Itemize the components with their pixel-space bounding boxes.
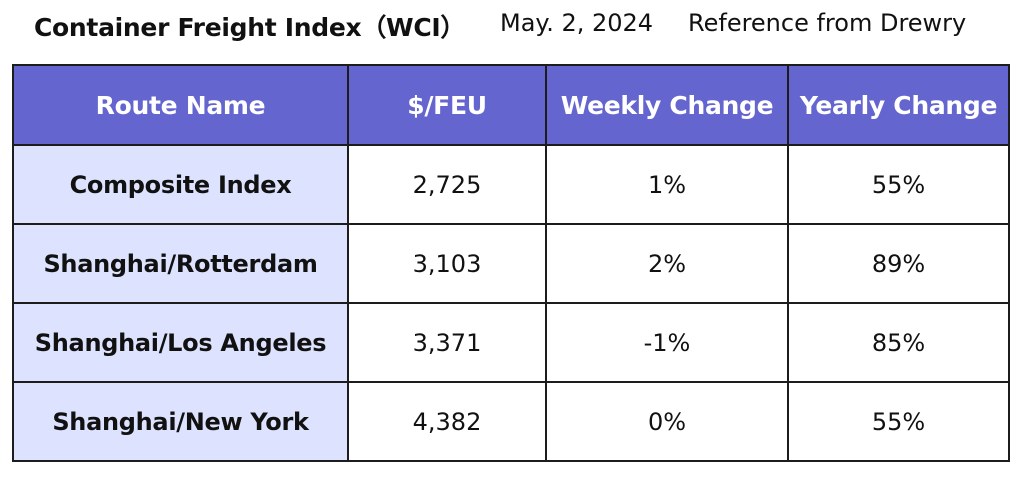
weekly-change-cell: 2% [545, 223, 789, 304]
feu-cell: 3,103 [347, 223, 547, 304]
table-row: Shanghai/Rotterdam 3,103 2% 89% [12, 223, 1010, 304]
weekly-change-cell: 0% [545, 381, 789, 462]
column-header-route-name: Route Name [12, 64, 349, 146]
route-name-cell: Shanghai/New York [12, 381, 349, 462]
route-name-cell: Shanghai/Los Angeles [12, 302, 349, 383]
weekly-change-cell: -1% [545, 302, 789, 383]
page-header: Container Freight Index（WCI） May. 2, 202… [0, 0, 1024, 62]
yearly-change-cell: 55% [787, 381, 1010, 462]
table-row: Composite Index 2,725 1% 55% [12, 144, 1010, 225]
feu-cell: 3,371 [347, 302, 547, 383]
route-name-cell: Shanghai/Rotterdam [12, 223, 349, 304]
table-row: Shanghai/Los Angeles 3,371 -1% 85% [12, 302, 1010, 383]
yearly-change-cell: 85% [787, 302, 1010, 383]
report-date: May. 2, 2024 [500, 9, 654, 37]
column-header-feu: $/FEU [347, 64, 547, 146]
table-row: Shanghai/New York 4,382 0% 55% [12, 381, 1010, 462]
weekly-change-cell: 1% [545, 144, 789, 225]
feu-cell: 4,382 [347, 381, 547, 462]
yearly-change-cell: 55% [787, 144, 1010, 225]
freight-index-table: Route Name $/FEU Weekly Change Yearly Ch… [12, 64, 1010, 462]
source-reference: Reference from Drewry [688, 9, 967, 37]
column-header-weekly-change: Weekly Change [545, 64, 789, 146]
route-name-cell: Composite Index [12, 144, 349, 225]
page-title: Container Freight Index（WCI） [34, 13, 466, 42]
table-header-row: Route Name $/FEU Weekly Change Yearly Ch… [12, 64, 1010, 146]
yearly-change-cell: 89% [787, 223, 1010, 304]
feu-cell: 2,725 [347, 144, 547, 225]
column-header-yearly-change: Yearly Change [787, 64, 1010, 146]
